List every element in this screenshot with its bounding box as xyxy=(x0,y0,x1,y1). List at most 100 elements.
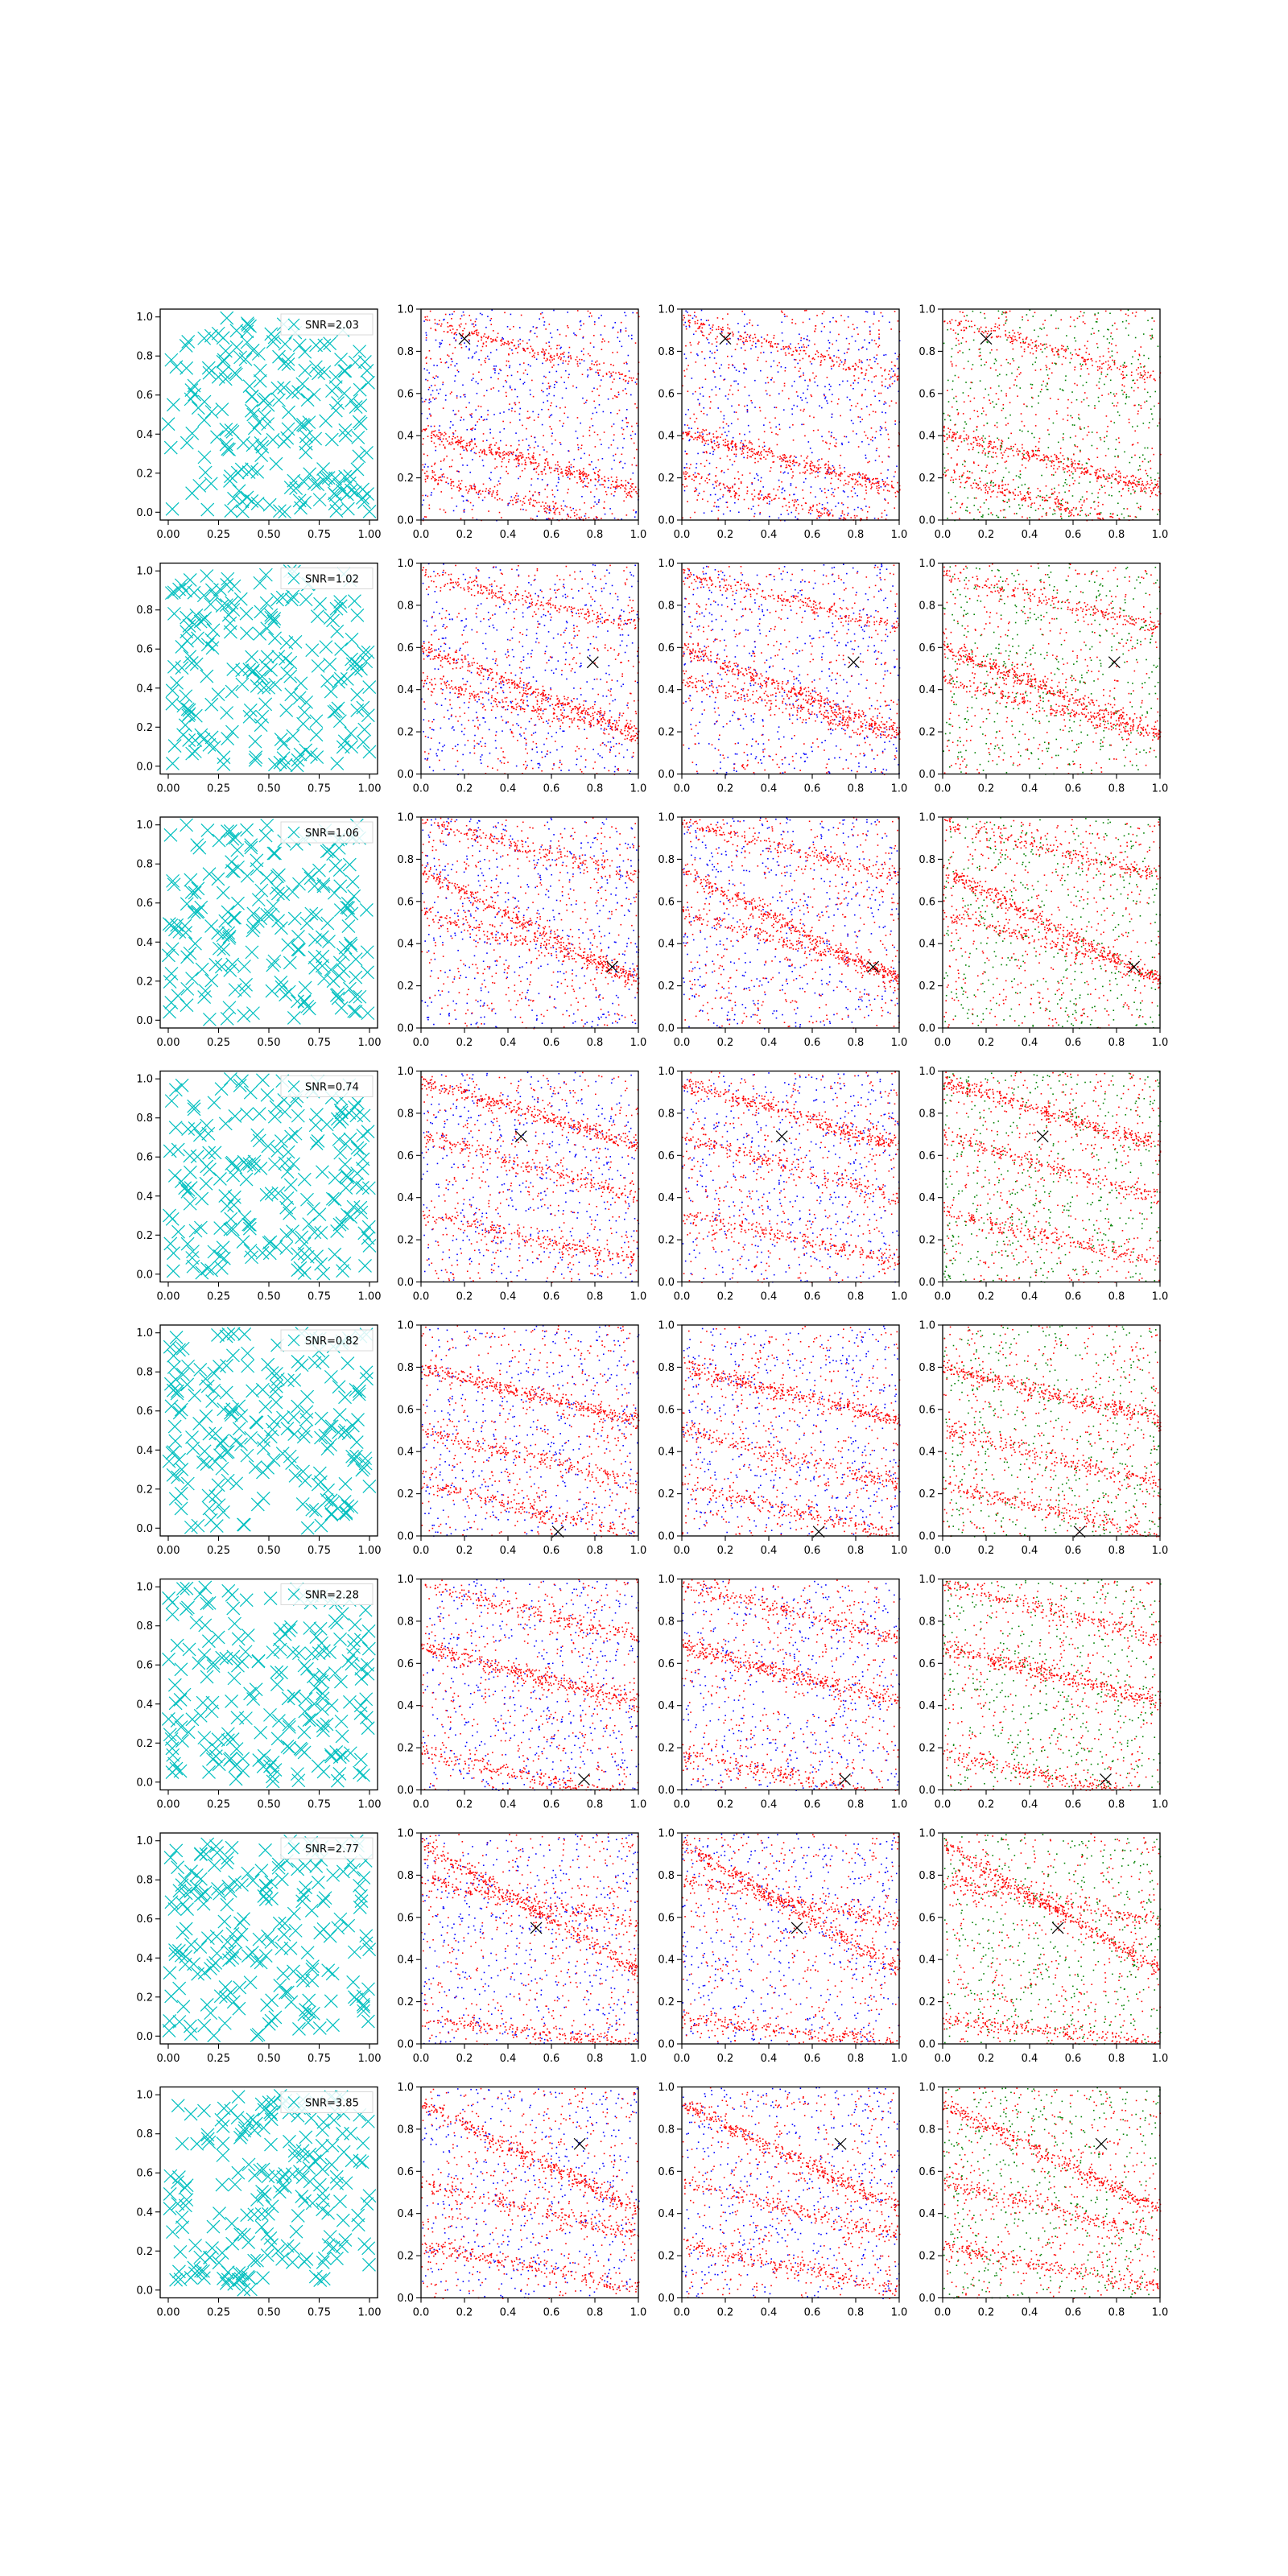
scatter-dot xyxy=(623,379,625,381)
band-dot xyxy=(871,486,873,488)
scatter-dot xyxy=(782,492,783,493)
scatter-dot xyxy=(782,455,784,456)
scatter-dot xyxy=(576,431,577,432)
scatter-dot xyxy=(887,490,889,492)
scatter-dot xyxy=(462,464,464,466)
scatter-dot xyxy=(841,502,843,504)
scatter-dot xyxy=(691,345,692,346)
scatter-point xyxy=(198,414,211,427)
scatter-dot xyxy=(598,480,600,481)
scatter-dot xyxy=(770,366,772,368)
scatter-dot xyxy=(608,341,609,343)
scatter-dot xyxy=(558,482,559,484)
band-dot xyxy=(471,332,473,333)
band-dot xyxy=(469,441,471,443)
scatter-dot xyxy=(750,400,752,402)
scatter-dot xyxy=(754,458,756,460)
scatter-dot xyxy=(515,404,517,406)
scatter-dot xyxy=(538,445,539,447)
band-dot xyxy=(423,429,424,431)
band-dot xyxy=(452,443,454,444)
scatter-dot xyxy=(584,478,585,480)
scatter-dot xyxy=(747,457,749,459)
scatter-dot xyxy=(876,450,877,452)
scatter-dot xyxy=(800,397,802,398)
scatter-dot xyxy=(865,493,867,494)
band-dot xyxy=(502,455,504,456)
scatter-dot xyxy=(551,436,553,437)
scatter-dot xyxy=(707,415,708,416)
scatter-dot xyxy=(528,445,530,447)
scatter-dot xyxy=(807,456,809,457)
scatter-dot xyxy=(879,456,881,457)
scatter-dot xyxy=(473,374,474,375)
scatter-dot xyxy=(777,444,778,446)
scatter-dot xyxy=(485,361,486,363)
band-dot xyxy=(423,438,424,440)
band-dot xyxy=(465,486,467,488)
scatter-dot xyxy=(832,394,833,395)
scatter-dot xyxy=(518,402,520,403)
scatter-dot xyxy=(609,376,611,378)
scatter-point xyxy=(341,502,354,515)
scatter-dot xyxy=(721,331,723,332)
band-dot xyxy=(532,457,534,459)
band-dot xyxy=(471,487,473,489)
scatter-dot xyxy=(507,473,509,475)
scatter-dot xyxy=(472,459,473,460)
scatter-dot xyxy=(625,330,627,332)
scatter-point xyxy=(217,353,230,366)
scatter-dot xyxy=(861,419,863,420)
scatter-dot xyxy=(551,366,553,368)
scatter-dot xyxy=(870,404,872,406)
scatter-dot xyxy=(620,329,621,331)
band-dot xyxy=(452,438,453,440)
scatter-dot xyxy=(461,495,463,497)
scatter-dot xyxy=(804,436,806,437)
scatter-dot xyxy=(813,430,815,431)
scatter-dot xyxy=(832,465,834,467)
scatter-dot xyxy=(591,507,592,509)
scatter-dot xyxy=(894,353,896,354)
scatter-dot xyxy=(811,452,813,454)
scatter-dot xyxy=(726,423,728,425)
scatter-dot xyxy=(530,365,531,367)
band-dot xyxy=(598,475,600,477)
scatter-dot xyxy=(723,421,724,423)
scatter-dot xyxy=(616,477,617,478)
scatter-dot xyxy=(683,324,685,326)
scatter-dot xyxy=(894,374,896,375)
scatter-dot xyxy=(706,337,708,339)
scatter-dot xyxy=(848,343,850,345)
scatter-dot xyxy=(556,485,558,487)
scatter-dot xyxy=(547,388,548,390)
scatter-dot xyxy=(443,382,444,383)
scatter-dot xyxy=(867,462,869,464)
scatter-dot xyxy=(696,463,698,464)
scatter-dot xyxy=(464,342,465,344)
scatter-dot xyxy=(799,347,800,349)
scatter-dot xyxy=(483,433,485,435)
scatter-dot xyxy=(481,379,482,381)
scatter-dot xyxy=(578,449,580,451)
scatter-dot xyxy=(504,312,506,314)
scatter-dot xyxy=(442,476,444,477)
scatter-dot xyxy=(686,463,687,464)
band-dot xyxy=(561,471,563,473)
band-dot xyxy=(714,449,716,451)
scatter-point xyxy=(223,443,236,456)
scatter-dot xyxy=(861,361,862,362)
band-dot xyxy=(603,362,605,364)
scatter-dot xyxy=(852,324,854,325)
band-dot xyxy=(508,344,510,345)
scatter-point xyxy=(219,345,232,357)
scatter-dot xyxy=(490,377,492,378)
scatter-dot xyxy=(827,402,828,404)
scatter-dot xyxy=(456,395,458,397)
scatter-dot xyxy=(585,402,587,403)
band-dot xyxy=(456,486,458,488)
scatter-dot xyxy=(695,432,696,434)
band-dot xyxy=(549,345,551,347)
band-dot xyxy=(473,448,474,449)
band-dot xyxy=(510,348,511,349)
